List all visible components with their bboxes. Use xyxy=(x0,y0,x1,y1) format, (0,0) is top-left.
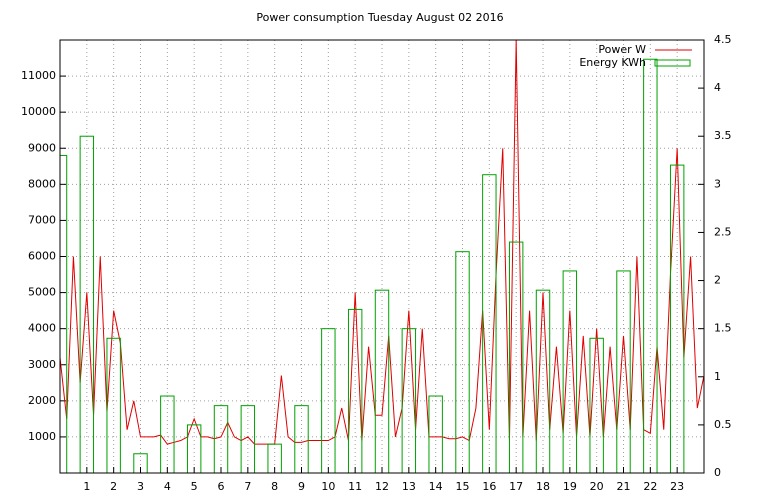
chart-title: Power consumption Tuesday August 02 2016 xyxy=(256,11,503,24)
y2-tick-label: 0.5 xyxy=(714,418,732,431)
energy-box xyxy=(508,241,524,473)
x-tick-label: 20 xyxy=(590,480,604,493)
x-tick-label: 7 xyxy=(244,480,251,493)
y-tick-label: 4000 xyxy=(28,322,56,335)
y2-tick-label: 0 xyxy=(714,466,721,479)
y-tick-label: 3000 xyxy=(28,358,56,371)
legend-swatch xyxy=(654,59,691,67)
x-tick-label: 22 xyxy=(643,480,657,493)
energy-box xyxy=(455,251,470,473)
x-tick-label: 17 xyxy=(509,480,523,493)
x-tick-label: 4 xyxy=(164,480,171,493)
y2-tick-label: 2 xyxy=(714,274,721,287)
plot-frame xyxy=(59,39,705,474)
y-tick-label: 9000 xyxy=(28,141,56,154)
y2-tick-label: 4.5 xyxy=(714,33,732,46)
x-tick-label: 18 xyxy=(536,480,550,493)
x-tick-label: 21 xyxy=(617,480,631,493)
x-tick-label: 23 xyxy=(670,480,684,493)
y-tick-label: 8000 xyxy=(28,177,56,190)
x-tick-label: 6 xyxy=(218,480,225,493)
y2-tick-label: 1.5 xyxy=(714,322,732,335)
legend-label: Power W xyxy=(598,43,646,56)
y-tick-label: 10000 xyxy=(21,105,56,118)
x-tick-label: 1 xyxy=(83,480,90,493)
y-tick-label: 2000 xyxy=(28,394,56,407)
x-tick-label: 11 xyxy=(348,480,362,493)
x-tick-label: 5 xyxy=(191,480,198,493)
x-tick-label: 2 xyxy=(110,480,117,493)
energy-box xyxy=(643,58,658,473)
x-tick-label: 3 xyxy=(137,480,144,493)
y-tick-label: 1000 xyxy=(28,430,56,443)
y-tick-label: 5000 xyxy=(28,286,56,299)
x-tick-label: 14 xyxy=(429,480,443,493)
x-tick-label: 12 xyxy=(375,480,389,493)
y2-tick-label: 3 xyxy=(714,177,721,190)
y-tick-label: 7000 xyxy=(28,213,56,226)
x-tick-label: 19 xyxy=(563,480,577,493)
y2-tick-label: 2.5 xyxy=(714,225,732,238)
x-tick-label: 16 xyxy=(482,480,496,493)
y2-tick-label: 4 xyxy=(714,81,721,94)
y-tick-label: 6000 xyxy=(28,250,56,263)
x-tick-label: 15 xyxy=(456,480,470,493)
legend-label: Energy KWh xyxy=(579,56,646,69)
power-line xyxy=(60,40,704,445)
x-tick-label: 13 xyxy=(402,480,416,493)
y2-tick-label: 1 xyxy=(714,370,721,383)
x-tick-label: 10 xyxy=(321,480,335,493)
x-tick-label: 8 xyxy=(271,480,278,493)
energy-box xyxy=(79,135,95,473)
y2-tick-label: 3.5 xyxy=(714,129,732,142)
x-tick-label: 9 xyxy=(298,480,305,493)
y-tick-label: 11000 xyxy=(21,69,56,82)
